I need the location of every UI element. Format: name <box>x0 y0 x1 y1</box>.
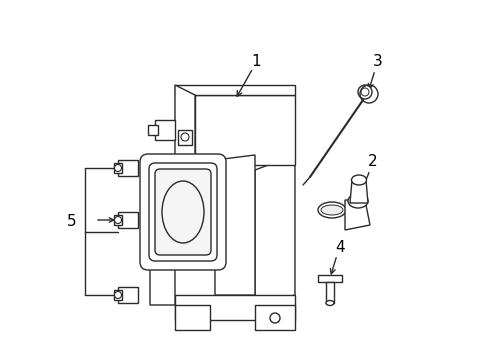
Circle shape <box>114 216 121 224</box>
FancyBboxPatch shape <box>140 154 225 270</box>
Polygon shape <box>155 120 175 140</box>
Circle shape <box>114 165 121 171</box>
Polygon shape <box>345 200 369 230</box>
Polygon shape <box>175 305 209 330</box>
Ellipse shape <box>347 194 367 208</box>
Bar <box>118 160 138 176</box>
Polygon shape <box>215 155 254 295</box>
Bar <box>118 212 138 228</box>
Circle shape <box>360 88 368 96</box>
Ellipse shape <box>317 202 346 218</box>
Polygon shape <box>175 85 294 95</box>
Bar <box>114 290 122 300</box>
Circle shape <box>114 292 121 298</box>
Polygon shape <box>175 295 294 320</box>
Bar <box>118 287 138 303</box>
Polygon shape <box>175 85 195 165</box>
Text: 1: 1 <box>251 54 260 69</box>
Text: 5: 5 <box>67 215 77 230</box>
Bar <box>114 163 122 173</box>
Polygon shape <box>317 275 341 282</box>
Bar <box>114 215 122 225</box>
Ellipse shape <box>320 205 342 215</box>
Polygon shape <box>325 282 333 303</box>
Polygon shape <box>150 165 175 305</box>
Ellipse shape <box>351 175 366 185</box>
Polygon shape <box>148 125 158 135</box>
Text: 4: 4 <box>334 239 344 255</box>
Circle shape <box>269 313 280 323</box>
Circle shape <box>357 85 371 99</box>
Polygon shape <box>254 155 294 305</box>
Ellipse shape <box>325 301 333 306</box>
Polygon shape <box>349 180 367 203</box>
FancyBboxPatch shape <box>149 163 217 261</box>
Text: 3: 3 <box>372 54 382 69</box>
FancyBboxPatch shape <box>155 169 210 255</box>
Polygon shape <box>254 305 294 330</box>
Circle shape <box>181 133 189 141</box>
Text: 2: 2 <box>367 154 377 170</box>
Polygon shape <box>178 130 192 145</box>
Polygon shape <box>195 95 294 165</box>
